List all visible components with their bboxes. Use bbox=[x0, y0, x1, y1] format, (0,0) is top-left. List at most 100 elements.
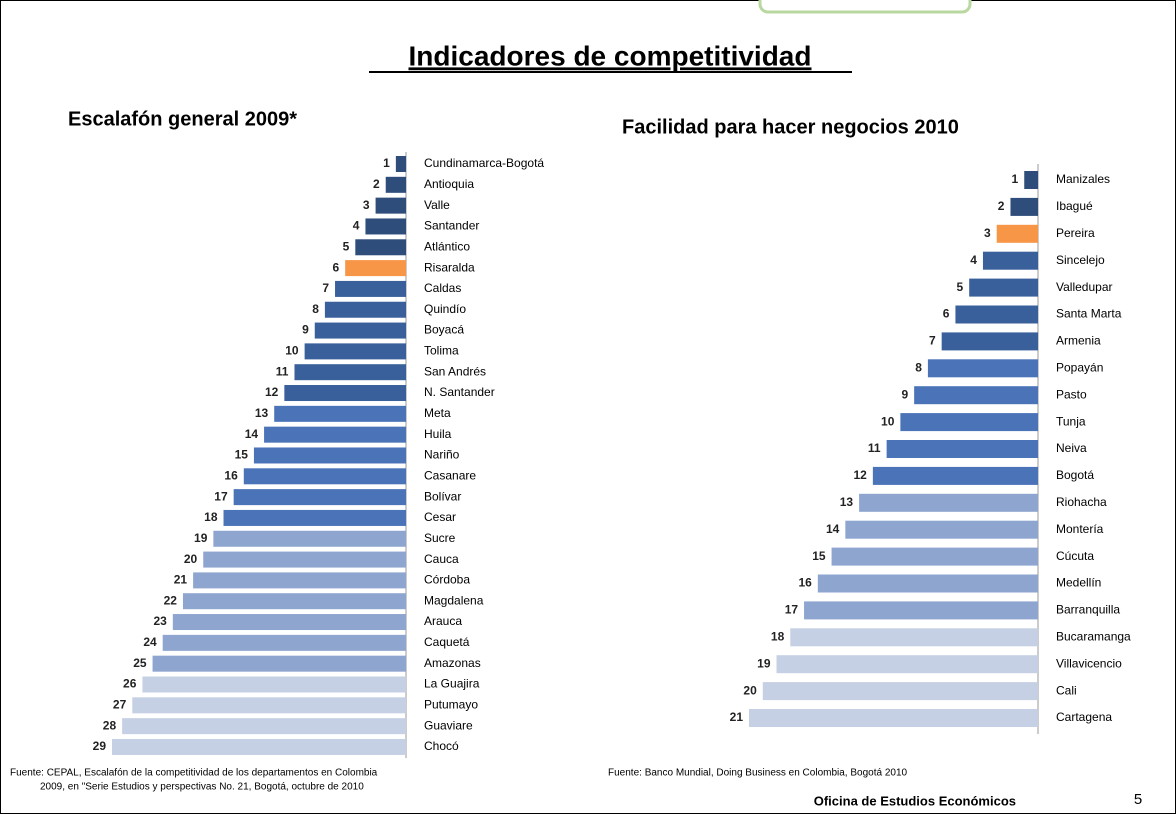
category-label: Putumayo bbox=[424, 697, 478, 711]
value-label: 26 bbox=[123, 677, 137, 691]
category-label: Ibagué bbox=[1056, 199, 1093, 213]
category-label: Boyacá bbox=[424, 323, 464, 337]
category-label: Cartagena bbox=[1056, 710, 1112, 724]
value-label: 17 bbox=[214, 489, 228, 503]
bar bbox=[233, 489, 406, 506]
bar bbox=[132, 697, 406, 714]
category-label: Barranquilla bbox=[1056, 603, 1120, 617]
source-note: 2009, en "Serie Estudios y perspectivas … bbox=[40, 782, 364, 793]
category-label: Sincelejo bbox=[1056, 253, 1105, 267]
value-label: 13 bbox=[840, 495, 854, 509]
category-label: Bogotá bbox=[1056, 468, 1094, 482]
value-label: 25 bbox=[133, 656, 147, 670]
category-label: Bucaramanga bbox=[1056, 629, 1131, 643]
chart-title: Escalafón general 2009* bbox=[68, 108, 297, 130]
value-label: 16 bbox=[224, 468, 238, 482]
value-label: 1 bbox=[383, 156, 390, 170]
value-label: 11 bbox=[276, 364, 289, 378]
bar bbox=[900, 413, 1038, 432]
category-label: Magdalena bbox=[424, 593, 484, 607]
value-label: 14 bbox=[826, 522, 840, 536]
value-label: 6 bbox=[332, 260, 339, 274]
source-note: Fuente: CEPAL, Escalafón de la competiti… bbox=[10, 768, 378, 779]
bar bbox=[304, 343, 406, 360]
bar bbox=[335, 280, 406, 297]
value-label: 19 bbox=[757, 656, 771, 670]
category-label: Villavicencio bbox=[1056, 656, 1122, 670]
bar bbox=[385, 176, 406, 193]
value-label: 20 bbox=[743, 683, 757, 697]
category-label: Valledupar bbox=[1056, 280, 1112, 294]
decoration bbox=[758, 0, 972, 14]
bar bbox=[264, 426, 406, 443]
category-label: Risaralda bbox=[424, 260, 475, 274]
value-label: 14 bbox=[245, 427, 259, 441]
category-label: Pereira bbox=[1056, 226, 1095, 240]
category-label: Popayán bbox=[1056, 360, 1103, 374]
bar bbox=[872, 466, 1038, 485]
category-label: Tunja bbox=[1056, 414, 1086, 428]
value-label: 4 bbox=[353, 219, 360, 233]
bar bbox=[831, 547, 1038, 566]
bar bbox=[1010, 197, 1038, 216]
category-label: Guaviare bbox=[424, 718, 473, 732]
value-label: 5 bbox=[957, 280, 964, 294]
category-label: Huila bbox=[424, 427, 452, 441]
value-label: 9 bbox=[901, 387, 908, 401]
value-label: 28 bbox=[103, 718, 117, 732]
bar bbox=[365, 218, 406, 235]
category-label: Riohacha bbox=[1056, 495, 1107, 509]
bar bbox=[914, 386, 1038, 405]
category-label: Caquetá bbox=[424, 635, 470, 649]
category-label: Cúcuta bbox=[1056, 549, 1094, 563]
value-label: 10 bbox=[285, 344, 299, 358]
category-label: Santander bbox=[424, 219, 479, 233]
bar bbox=[193, 572, 406, 589]
source-note: Fuente: Banco Mundial, Doing Business en… bbox=[608, 768, 908, 779]
category-label: Sucre bbox=[424, 531, 456, 545]
bar bbox=[790, 628, 1038, 647]
value-label: 8 bbox=[915, 360, 922, 374]
value-label: 21 bbox=[174, 573, 188, 587]
category-label: Montería bbox=[1056, 522, 1104, 536]
bar bbox=[112, 738, 406, 755]
value-label: 10 bbox=[881, 414, 895, 428]
category-label: Tolima bbox=[424, 344, 459, 358]
bar bbox=[223, 509, 406, 526]
value-label: 3 bbox=[984, 226, 991, 240]
category-label: N. Santander bbox=[424, 385, 495, 399]
category-label: La Guajira bbox=[424, 677, 480, 691]
bar bbox=[941, 332, 1038, 351]
value-label: 12 bbox=[853, 468, 867, 482]
value-label: 1 bbox=[1012, 172, 1019, 186]
category-label: Chocó bbox=[424, 739, 459, 753]
category-label: Casanare bbox=[424, 468, 476, 482]
footer: Oficina de Estudios Económicos bbox=[814, 793, 1016, 808]
category-label: Bolívar bbox=[424, 489, 461, 503]
value-label: 7 bbox=[929, 334, 936, 348]
value-label: 22 bbox=[164, 593, 178, 607]
bar bbox=[845, 520, 1038, 539]
bar bbox=[375, 197, 406, 214]
value-label: 2 bbox=[998, 199, 1005, 213]
bar bbox=[253, 447, 406, 464]
bar bbox=[859, 493, 1038, 512]
category-label: Arauca bbox=[424, 614, 462, 628]
category-label: Caldas bbox=[424, 281, 461, 295]
value-label: 4 bbox=[970, 253, 977, 267]
bar bbox=[284, 385, 406, 402]
category-label: Cundinamarca-Bogotá bbox=[424, 156, 544, 170]
bar bbox=[969, 278, 1038, 297]
page-number: 5 bbox=[1134, 791, 1142, 808]
value-label: 19 bbox=[194, 531, 208, 545]
value-label: 16 bbox=[798, 576, 812, 590]
value-label: 8 bbox=[312, 302, 319, 316]
value-label: 27 bbox=[113, 697, 127, 711]
bar bbox=[982, 251, 1038, 270]
bar bbox=[817, 574, 1038, 593]
category-label: Neiva bbox=[1056, 441, 1087, 455]
category-label: Armenia bbox=[1056, 334, 1101, 348]
value-label: 13 bbox=[255, 406, 269, 420]
bar bbox=[355, 239, 406, 256]
